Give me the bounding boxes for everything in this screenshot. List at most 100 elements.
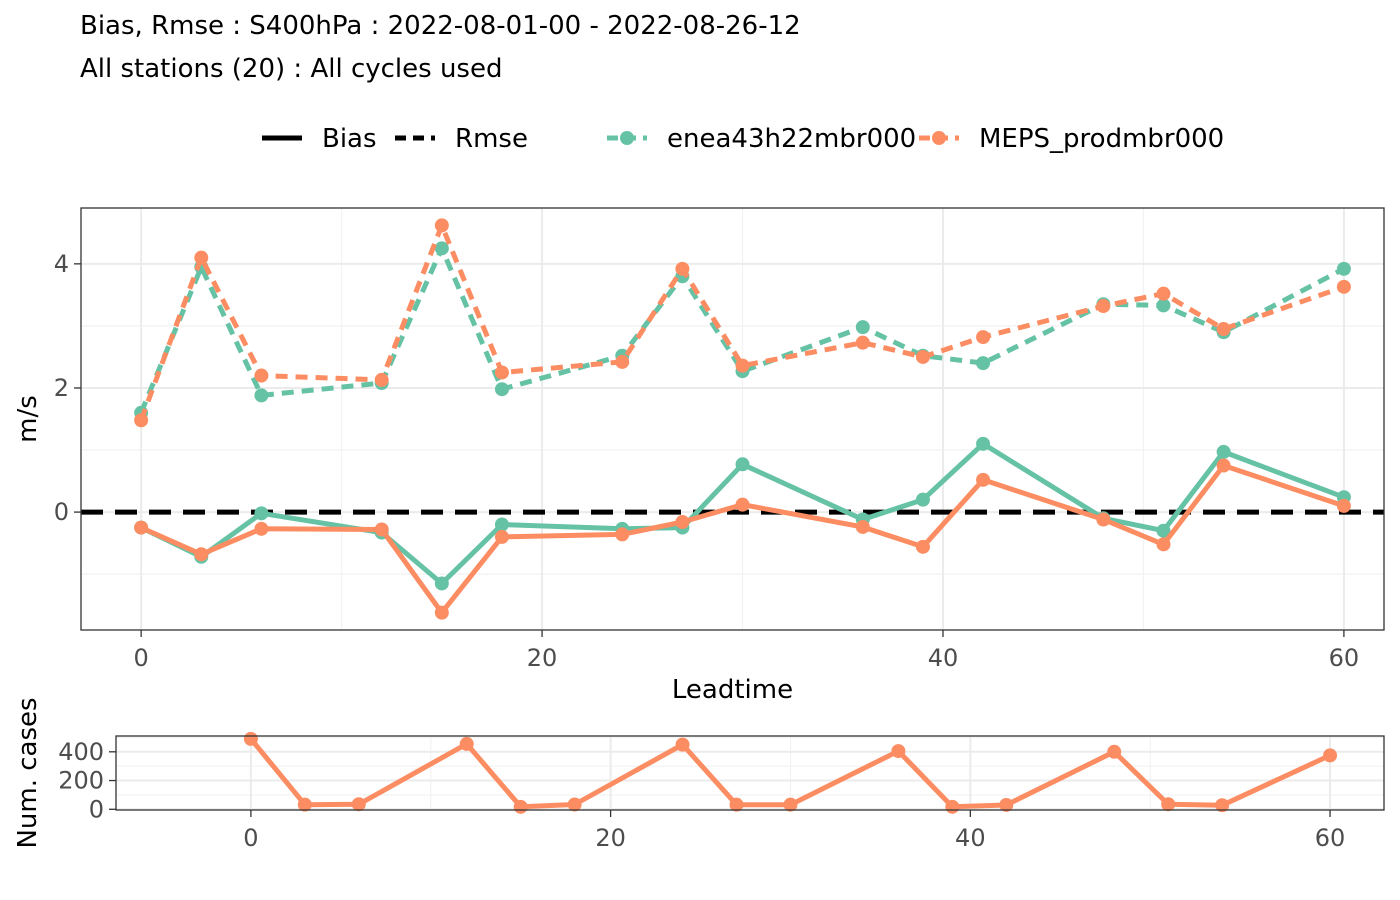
data-point-meps-prodmbr000-bias: [615, 527, 630, 542]
bias-rmse-panel: 0 20 40 60 0 2 4 Leadtime m/s: [13, 207, 1385, 705]
y-axis-title: m/s: [13, 395, 43, 443]
data-point-enea43h22mbr000-rmse: [254, 388, 269, 403]
data-point-meps-prodmbr000-bias: [1096, 512, 1111, 527]
x-tick-label: 0: [133, 644, 148, 672]
x-tick-label: 40: [928, 644, 959, 672]
y-tick-label: 400: [58, 738, 104, 766]
data-point-meps-prodmbr000: [675, 737, 690, 752]
data-point-meps-prodmbr000-bias: [735, 497, 750, 512]
y-tick-label: 2: [54, 374, 69, 402]
y-axis-title: Num. cases: [13, 697, 43, 848]
series-line-enea43h22mbr000-bias: [140, 441, 1345, 586]
data-point-meps-prodmbr000-rmse: [134, 413, 149, 428]
data-point-meps-prodmbr000-rmse: [976, 330, 991, 345]
data-point-meps-prodmbr000-bias: [976, 472, 991, 487]
data-point-meps-prodmbr000: [1107, 744, 1122, 759]
legend-item-rmse: Rmse: [395, 124, 528, 154]
data-point-meps-prodmbr000: [513, 799, 528, 814]
data-point-enea43h22mbr000-rmse: [1336, 261, 1351, 276]
data-point-meps-prodmbr000-bias: [1336, 498, 1351, 513]
cases-panel-border: [115, 735, 1385, 811]
series-line-meps-prodmbr000: [248, 737, 1332, 810]
data-point-enea43h22mbr000-bias: [735, 457, 750, 472]
data-point-meps-prodmbr000-bias: [855, 519, 870, 534]
chart-subtitle: All stations (20) : All cycles used: [80, 54, 502, 84]
data-point-meps-prodmbr000-bias: [675, 515, 690, 530]
data-point-meps-prodmbr000: [243, 731, 258, 746]
chart-title: Bias, Rmse : S400hPa : 2022-08-01-00 - 2…: [80, 11, 801, 41]
data-point-meps-prodmbr000-rmse: [1216, 322, 1231, 337]
x-axis-title: Leadtime: [672, 675, 793, 705]
data-point-meps-prodmbr000: [1161, 797, 1176, 812]
data-point-meps-prodmbr000-rmse: [855, 335, 870, 350]
data-point-meps-prodmbr000-rmse: [494, 365, 509, 380]
data-point-meps-prodmbr000: [1323, 748, 1338, 763]
data-point-meps-prodmbr000: [729, 797, 744, 812]
data-point-meps-prodmbr000-bias: [194, 547, 209, 562]
legend-item-bias: Bias: [262, 124, 377, 154]
data-point-meps-prodmbr000-bias: [134, 520, 149, 535]
legend-item-enea43h22mbr000: enea43h22mbr000: [607, 124, 916, 154]
data-point-meps-prodmbr000-rmse: [615, 354, 630, 369]
data-point-meps-prodmbr000-rmse: [434, 218, 449, 233]
data-point-meps-prodmbr000-bias: [494, 529, 509, 544]
data-point-meps-prodmbr000-bias: [1156, 537, 1171, 552]
data-point-enea43h22mbr000-rmse: [855, 320, 870, 335]
data-point-meps-prodmbr000: [567, 797, 582, 812]
data-point-enea43h22mbr000-bias: [1216, 444, 1231, 459]
legend-key-enea43h22mbr000-point: [620, 131, 634, 145]
legend-label-rmse: Rmse: [455, 124, 528, 154]
legend: Bias Rmse enea43h22mbr000 MEPS_prodmbr00…: [262, 124, 1224, 154]
legend-label-bias: Bias: [322, 124, 377, 154]
data-point-meps-prodmbr000: [891, 744, 906, 759]
data-point-meps-prodmbr000: [1215, 798, 1230, 813]
y-tick-label: 0: [54, 498, 69, 526]
series-line-meps-prodmbr000-rmse: [138, 222, 1345, 422]
data-point-meps-prodmbr000-rmse: [254, 368, 269, 383]
main-panel-border: [80, 207, 1385, 631]
legend-label-enea43h22mbr000: enea43h22mbr000: [667, 124, 916, 154]
series-line-enea43h22mbr000-rmse: [138, 245, 1346, 414]
data-point-meps-prodmbr000: [351, 797, 366, 812]
main-series: [134, 218, 1351, 620]
legend-item-meps-prodmbr000: MEPS_prodmbr000: [919, 124, 1224, 154]
data-point-meps-prodmbr000: [459, 736, 474, 751]
data-point-meps-prodmbr000: [999, 797, 1014, 812]
y-tick-label: 200: [58, 767, 104, 795]
y-tick-label: 4: [54, 250, 69, 278]
data-point-meps-prodmbr000: [945, 799, 960, 814]
data-point-meps-prodmbr000-bias: [915, 539, 930, 554]
data-point-enea43h22mbr000-bias: [1156, 523, 1171, 538]
data-point-meps-prodmbr000-bias: [254, 521, 269, 536]
x-tick-label: 20: [595, 824, 626, 852]
x-tick-label: 20: [527, 644, 558, 672]
data-point-enea43h22mbr000-rmse: [434, 241, 449, 256]
cases-series: [243, 731, 1338, 814]
data-point-meps-prodmbr000: [297, 797, 312, 812]
data-point-meps-prodmbr000-rmse: [675, 261, 690, 276]
data-point-meps-prodmbr000-bias: [374, 522, 389, 537]
data-point-enea43h22mbr000-bias: [254, 506, 269, 521]
series-line-meps-prodmbr000-bias: [140, 463, 1345, 616]
legend-key-meps-prodmbr000-point: [932, 131, 946, 145]
data-point-enea43h22mbr000-bias: [434, 576, 449, 591]
data-point-enea43h22mbr000-bias: [915, 492, 930, 507]
data-point-enea43h22mbr000-rmse: [494, 382, 509, 397]
x-tick-label: 40: [955, 824, 986, 852]
data-point-meps-prodmbr000: [783, 797, 798, 812]
data-point-meps-prodmbr000-rmse: [1096, 299, 1111, 314]
data-point-meps-prodmbr000-bias: [1216, 458, 1231, 473]
y-tick-label: 0: [89, 795, 104, 823]
data-point-enea43h22mbr000-rmse: [1156, 298, 1171, 313]
data-point-meps-prodmbr000-bias: [434, 605, 449, 620]
main-axes: 0 20 40 60 0 2 4 Leadtime m/s: [13, 250, 1359, 705]
data-point-meps-prodmbr000-rmse: [194, 250, 209, 265]
legend-label-meps-prodmbr000: MEPS_prodmbr000: [979, 124, 1224, 154]
data-point-meps-prodmbr000-rmse: [1336, 279, 1351, 294]
x-tick-label: 60: [1329, 644, 1360, 672]
main-panel-background: [81, 208, 1384, 630]
data-point-enea43h22mbr000-rmse: [976, 356, 991, 371]
